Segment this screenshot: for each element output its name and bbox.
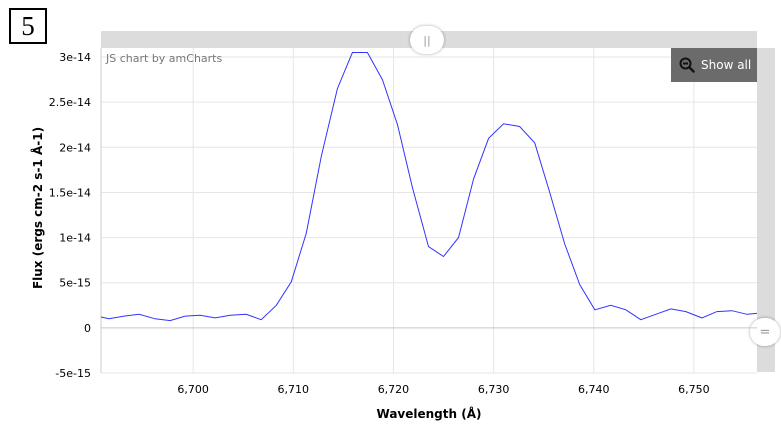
y-tick-label: 3e-14	[59, 51, 91, 64]
horizontal-scrollbar-grip[interactable]: ||	[410, 26, 444, 54]
x-axis-title: Wavelength (Å)	[377, 406, 482, 421]
chart-credit[interactable]: JS chart by amCharts	[106, 52, 223, 65]
y-tick-label: 1.5e-14	[49, 186, 91, 199]
y-axis-title: Flux (ergs cm-2 s-1 Å-1)	[30, 127, 45, 289]
y-tick-label: 0	[84, 322, 91, 335]
grid-lines	[101, 48, 757, 374]
zoom-out-icon	[679, 57, 695, 73]
y-tick-label: 5e-15	[59, 277, 91, 290]
show-all-label: Show all	[701, 58, 752, 72]
y-tick-label: 2e-14	[59, 141, 91, 154]
vertical-scrollbar[interactable]	[757, 48, 775, 372]
grip-lines-icon: =	[759, 324, 771, 340]
vertical-scrollbar-grip[interactable]: =	[750, 318, 780, 346]
series-layer	[100, 52, 758, 322]
show-all-button[interactable]: Show all	[671, 48, 757, 82]
x-tick-label: 6,730	[478, 383, 510, 396]
x-tick-label: 6,700	[177, 383, 209, 396]
flux-series-line[interactable]	[100, 52, 758, 322]
y-tick-label: 2.5e-14	[49, 96, 91, 109]
y-tick-label: 1e-14	[59, 232, 91, 245]
grip-lines-icon: ||	[423, 33, 431, 47]
x-tick-label: 6,720	[378, 383, 410, 396]
x-tick-label: 6,750	[678, 383, 710, 396]
tick-labels: 6,700 6,710 6,720 6,730 6,740 6,750 -5e-15 0 5e-…	[49, 51, 710, 396]
y-tick-label: -5e-15	[55, 367, 91, 380]
x-tick-label: 6,740	[578, 383, 610, 396]
panel-number-badge: 5	[9, 8, 47, 44]
x-tick-label: 6,710	[278, 383, 310, 396]
